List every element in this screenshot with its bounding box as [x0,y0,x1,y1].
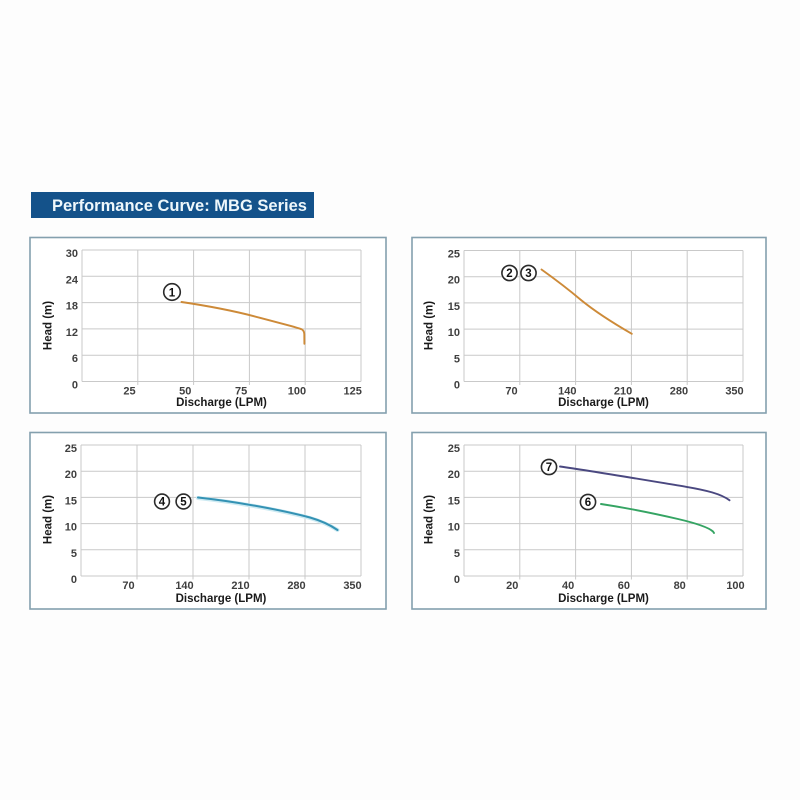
svg-text:Discharge (LPM): Discharge (LPM) [176,397,267,409]
svg-text:5: 5 [454,548,460,560]
svg-text:Performance Curve: MBG Series: Performance Curve: MBG Series [52,197,307,215]
svg-text:25: 25 [448,249,460,261]
svg-text:280: 280 [287,580,305,592]
svg-text:25: 25 [123,386,135,398]
svg-text:280: 280 [670,386,688,398]
svg-text:20: 20 [65,469,77,481]
svg-text:140: 140 [558,386,576,398]
svg-text:5: 5 [71,548,77,560]
svg-text:70: 70 [505,386,517,398]
svg-text:0: 0 [454,574,460,586]
svg-text:40: 40 [562,580,574,592]
svg-text:0: 0 [72,380,78,392]
svg-text:350: 350 [725,386,743,398]
svg-text:25: 25 [448,443,460,455]
svg-text:10: 10 [448,327,460,339]
svg-text:18: 18 [66,301,78,313]
svg-text:80: 80 [674,580,686,592]
svg-text:20: 20 [448,469,460,481]
svg-text:70: 70 [122,580,134,592]
svg-text:50: 50 [179,386,191,398]
svg-text:350: 350 [343,580,361,592]
svg-text:7: 7 [546,462,552,474]
svg-text:100: 100 [288,386,306,398]
svg-text:5: 5 [454,353,460,365]
svg-text:10: 10 [448,522,460,534]
svg-text:210: 210 [231,580,249,592]
svg-text:25: 25 [65,443,77,455]
svg-text:10: 10 [65,522,77,534]
svg-text:Head (m): Head (m) [43,495,55,544]
svg-text:Head (m): Head (m) [424,495,436,544]
svg-text:Head (m): Head (m) [43,301,55,350]
svg-text:5: 5 [180,497,187,509]
svg-text:20: 20 [448,275,460,287]
svg-text:30: 30 [66,248,78,260]
svg-text:Discharge (LPM): Discharge (LPM) [558,397,649,409]
svg-text:6: 6 [585,497,591,509]
svg-text:125: 125 [344,386,362,398]
svg-text:Discharge (LPM): Discharge (LPM) [558,593,649,605]
svg-text:1: 1 [169,287,176,299]
svg-text:60: 60 [618,580,630,592]
svg-text:15: 15 [448,495,460,507]
svg-text:100: 100 [726,580,744,592]
svg-text:Discharge (LPM): Discharge (LPM) [176,593,267,605]
svg-text:4: 4 [159,497,166,509]
svg-text:24: 24 [66,274,79,286]
svg-text:Head (m): Head (m) [424,301,436,350]
svg-text:140: 140 [175,580,193,592]
svg-text:3: 3 [525,268,531,280]
svg-text:15: 15 [448,301,460,313]
svg-text:0: 0 [71,574,77,586]
svg-text:12: 12 [66,327,78,339]
svg-text:0: 0 [454,380,460,392]
svg-text:15: 15 [65,495,77,507]
svg-text:6: 6 [72,353,78,365]
svg-text:210: 210 [614,386,632,398]
svg-text:75: 75 [235,386,247,398]
svg-text:20: 20 [506,580,518,592]
svg-text:2: 2 [506,268,512,280]
